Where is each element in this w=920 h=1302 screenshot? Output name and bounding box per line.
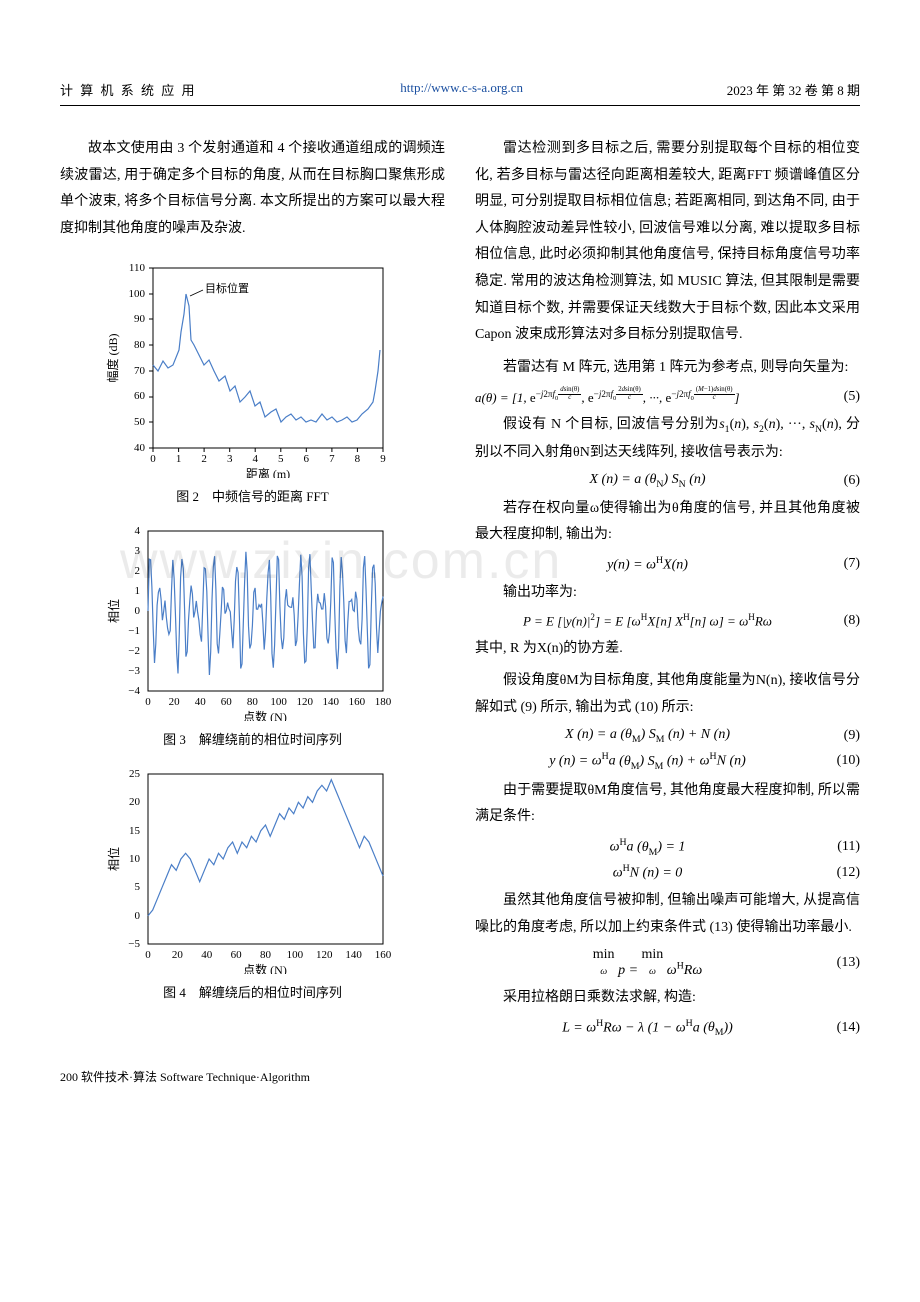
paragraph: 输出功率为: <box>475 580 860 607</box>
equation-8: P = E [|y(n)|2] = E [ωHX[n] XH[n] ω] = ω… <box>475 612 860 629</box>
paragraph: 故本文使用由 3 个发射通道和 4 个接收通道组成的调频连续波雷达, 用于确定多… <box>60 136 445 242</box>
svg-text:140: 140 <box>322 696 339 708</box>
equation-5: a(θ) = [1, e−j2πf0dsin(θ)c, e−j2πf02dsin… <box>475 387 860 406</box>
svg-text:0: 0 <box>134 605 140 617</box>
svg-text:0: 0 <box>150 453 156 465</box>
svg-text:9: 9 <box>380 453 386 465</box>
paragraph: 若雷达有 M 阵元, 选用第 1 阵元为参考点, 则导向矢量为: <box>475 355 860 382</box>
svg-text:25: 25 <box>129 768 141 780</box>
svg-text:3: 3 <box>134 545 140 557</box>
svg-text:160: 160 <box>348 696 365 708</box>
equation-10: y (n) = ωHa (θM) SM (n) + ωHN (n) (10) <box>475 751 860 771</box>
svg-text:点数 (N): 点数 (N) <box>243 962 287 974</box>
equation-9: X (n) = a (θM) SM (n) + N (n) (9) <box>475 727 860 745</box>
svg-text:140: 140 <box>345 949 362 961</box>
issue-info: 2023 年 第 32 卷 第 8 期 <box>727 80 860 99</box>
svg-text:−3: −3 <box>128 665 140 677</box>
svg-text:5: 5 <box>278 453 284 465</box>
figure-2: 40 50 60 70 80 90 100 110 <box>60 258 445 478</box>
page-footer: 200 软件技术·算法 Software Technique·Algorithm <box>60 1068 860 1085</box>
svg-text:5: 5 <box>134 881 140 893</box>
svg-text:80: 80 <box>246 696 258 708</box>
svg-text:2: 2 <box>134 565 140 577</box>
svg-text:90: 90 <box>134 313 146 325</box>
svg-text:80: 80 <box>260 949 272 961</box>
svg-text:15: 15 <box>129 825 141 837</box>
fig2-annotation: 目标位置 <box>205 281 249 295</box>
svg-text:2: 2 <box>201 453 207 465</box>
paragraph: 假设有 N 个目标, 回波信号分别为s1(n), s2(n), ···, sN(… <box>475 412 860 466</box>
paragraph: 其中, R 为X(n)的协方差. <box>475 636 860 663</box>
equation-7: y(n) = ωHX(n) (7) <box>475 555 860 574</box>
svg-text:70: 70 <box>134 365 146 377</box>
equation-11: ωHa (θM) = 1 (11) <box>475 837 860 857</box>
svg-text:20: 20 <box>168 696 180 708</box>
journal-url: http://www.c-s-a.org.cn <box>400 80 523 99</box>
paragraph: 由于需要提取θM角度信号, 其他角度最大程度抑制, 所以需满足条件: <box>475 778 860 831</box>
svg-text:相位: 相位 <box>106 599 121 623</box>
svg-text:60: 60 <box>220 696 232 708</box>
svg-text:10: 10 <box>129 853 141 865</box>
svg-text:100: 100 <box>128 288 145 300</box>
figure-4: −5 0 5 10 15 20 25 0 20 40 60 <box>60 764 445 974</box>
svg-text:50: 50 <box>134 416 146 428</box>
svg-text:−4: −4 <box>128 685 140 697</box>
svg-text:180: 180 <box>374 696 391 708</box>
svg-text:120: 120 <box>316 949 333 961</box>
figure-2-caption: 图 2 中频信号的距离 FFT <box>60 486 445 505</box>
equation-13: minω p = minω ωHRω (13) <box>475 947 860 979</box>
left-column: 故本文使用由 3 个发射通道和 4 个接收通道组成的调频连续波雷达, 用于确定多… <box>60 136 445 1044</box>
svg-text:0: 0 <box>145 949 151 961</box>
svg-text:40: 40 <box>194 696 206 708</box>
figure-3: −4 −3 −2 −1 0 1 2 3 4 0 <box>60 521 445 721</box>
svg-text:20: 20 <box>129 796 141 808</box>
svg-text:4: 4 <box>252 453 258 465</box>
svg-text:4: 4 <box>134 525 140 537</box>
paragraph: 采用拉格朗日乘数法求解, 构造: <box>475 985 860 1012</box>
svg-text:距离 (m): 距离 (m) <box>245 466 289 478</box>
svg-text:40: 40 <box>201 949 213 961</box>
paragraph: 雷达检测到多目标之后, 需要分别提取每个目标的相位变化, 若多目标与雷达径向距离… <box>475 136 860 349</box>
svg-text:−1: −1 <box>128 625 140 637</box>
figure-3-caption: 图 3 解缠绕前的相位时间序列 <box>60 729 445 748</box>
svg-text:相位: 相位 <box>106 847 121 871</box>
paragraph: 假设角度θM为目标角度, 其他角度能量为N(n), 接收信号分解如式 (9) 所… <box>475 668 860 721</box>
svg-text:6: 6 <box>303 453 309 465</box>
svg-text:160: 160 <box>374 949 391 961</box>
svg-text:80: 80 <box>134 339 146 351</box>
svg-text:1: 1 <box>175 453 181 465</box>
svg-text:1: 1 <box>134 585 140 597</box>
svg-text:110: 110 <box>128 262 145 274</box>
page-header: 计 算 机 系 统 应 用 http://www.c-s-a.org.cn 20… <box>60 80 860 106</box>
right-column: 雷达检测到多目标之后, 需要分别提取每个目标的相位变化, 若多目标与雷达径向距离… <box>475 136 860 1044</box>
figure-4-caption: 图 4 解缠绕后的相位时间序列 <box>60 982 445 1001</box>
paragraph: 若存在权向量ω使得输出为θ角度的信号, 并且其他角度被最大程度抑制, 输出为: <box>475 496 860 549</box>
svg-text:100: 100 <box>270 696 287 708</box>
svg-text:120: 120 <box>296 696 313 708</box>
equation-6: X (n) = a (θN) SN (n) (6) <box>475 472 860 490</box>
svg-text:点数 (N): 点数 (N) <box>243 709 287 721</box>
journal-name: 计 算 机 系 统 应 用 <box>60 80 197 99</box>
svg-text:60: 60 <box>134 390 146 402</box>
equation-14: L = ωHRω − λ (1 − ωHa (θM)) (14) <box>475 1018 860 1038</box>
svg-text:0: 0 <box>145 696 151 708</box>
paragraph: 虽然其他角度信号被抑制, 但输出噪声可能增大, 从提高信噪比的角度考虑, 所以加… <box>475 888 860 941</box>
svg-text:3: 3 <box>226 453 232 465</box>
svg-text:100: 100 <box>286 949 303 961</box>
svg-text:8: 8 <box>354 453 360 465</box>
svg-text:20: 20 <box>171 949 183 961</box>
svg-text:7: 7 <box>329 453 335 465</box>
svg-text:幅度 (dB): 幅度 (dB) <box>105 334 120 383</box>
svg-text:60: 60 <box>230 949 242 961</box>
equation-12: ωHN (n) = 0 (12) <box>475 863 860 882</box>
svg-text:40: 40 <box>134 442 146 454</box>
svg-text:0: 0 <box>134 910 140 922</box>
svg-text:−2: −2 <box>128 645 140 657</box>
svg-text:−5: −5 <box>128 938 140 950</box>
